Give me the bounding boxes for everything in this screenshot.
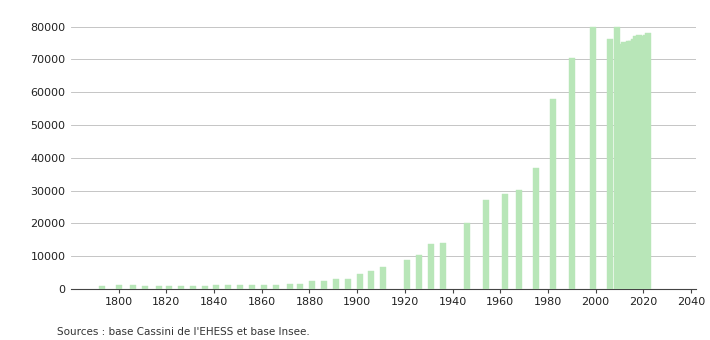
Bar [333,279,339,289]
Bar [619,45,625,289]
Bar [635,35,642,289]
Bar [533,168,539,289]
Bar [633,36,639,289]
Bar [502,194,508,289]
Bar [249,285,255,289]
Bar [142,286,148,289]
Bar [356,274,363,289]
Bar [178,286,184,289]
Bar [99,286,105,289]
Bar [626,41,632,289]
Bar [237,285,244,289]
Bar [440,243,446,289]
Bar [344,278,351,289]
Bar [464,223,470,289]
Bar [623,44,630,289]
Bar [416,255,422,289]
Bar [116,285,121,289]
Bar [404,260,410,289]
Bar [628,41,635,289]
Bar [190,286,195,289]
Bar [214,285,219,289]
Bar [428,244,434,289]
Bar [614,27,620,289]
Bar [156,286,162,289]
Bar [288,284,293,289]
Bar [569,58,575,289]
Bar [297,284,303,289]
Bar [381,267,386,289]
Bar [590,27,596,289]
Bar [516,190,523,289]
Bar [483,201,489,289]
Bar [202,286,207,289]
Text: Sources : base Cassini de l'EHESS et base Insee.: Sources : base Cassini de l'EHESS et bas… [57,327,310,337]
Bar [638,36,644,289]
Bar [607,39,613,289]
Bar [616,44,623,289]
Bar [261,285,267,289]
Bar [643,35,649,289]
Bar [645,33,651,289]
Bar [130,285,136,289]
Bar [273,285,279,289]
Bar [621,42,627,289]
Bar [630,39,637,289]
Bar [166,286,172,289]
Bar [550,99,556,289]
Bar [225,285,231,289]
Bar [321,281,327,289]
Bar [309,281,315,289]
Bar [368,271,374,289]
Bar [640,40,646,289]
